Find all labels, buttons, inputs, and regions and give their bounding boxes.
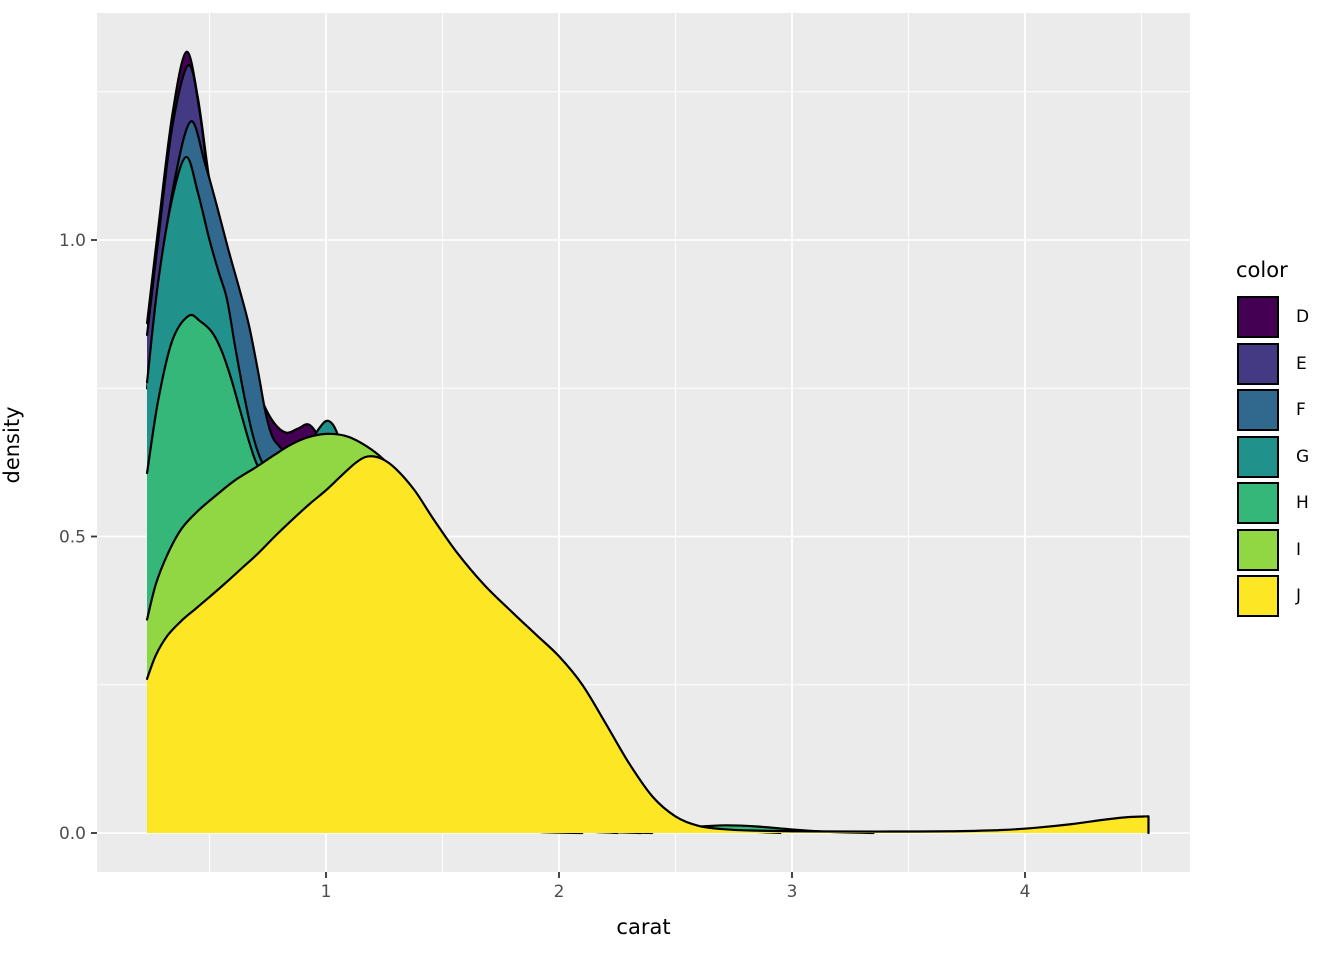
y-tick-label: 1.0 (59, 231, 86, 251)
legend-key-swatch (1237, 389, 1279, 431)
legend-key-swatch (1237, 342, 1279, 385)
x-tick-label: 3 (787, 882, 798, 902)
legend-item-J: J (1228, 575, 1344, 617)
legend-key-swatch (1237, 435, 1279, 478)
y-tick-label: 0.5 (59, 528, 86, 548)
legend-item-F: F (1228, 389, 1344, 431)
x-tick-label: 1 (321, 882, 332, 902)
legend-entries: D E F G H I J (1228, 296, 1344, 617)
legend-label: F (1296, 400, 1306, 420)
legend-item-H: H (1228, 482, 1344, 524)
x-tick-label: 4 (1020, 882, 1031, 902)
legend-title: color (1236, 258, 1288, 282)
legend-key-swatch (1237, 575, 1279, 617)
legend-item-E: E (1228, 342, 1344, 385)
legend-label: E (1296, 353, 1307, 374)
legend: color D E F G H I J (1228, 258, 1344, 622)
x-tick-label: 2 (554, 882, 565, 902)
legend-item-D: D (1228, 296, 1344, 338)
legend-key-swatch (1237, 296, 1279, 338)
legend-label: I (1296, 539, 1302, 560)
legend-label: J (1296, 586, 1302, 606)
density-outline-J (145, 455, 1150, 835)
axes: 1 2 3 4 0.0 0.5 1.0 (59, 231, 1030, 902)
density-area-J (147, 456, 1149, 833)
legend-item-G: G (1228, 435, 1344, 478)
legend-label: G (1296, 446, 1310, 467)
density-curves (145, 50, 1150, 835)
legend-item-I: I (1228, 528, 1344, 571)
legend-label: H (1296, 493, 1309, 513)
x-axis-title: carat (616, 915, 671, 939)
legend-key-swatch (1237, 482, 1279, 524)
legend-key-swatch (1237, 528, 1279, 571)
y-tick-label: 0.0 (59, 824, 86, 844)
legend-label: D (1296, 307, 1310, 327)
y-axis-title: density (0, 406, 24, 484)
